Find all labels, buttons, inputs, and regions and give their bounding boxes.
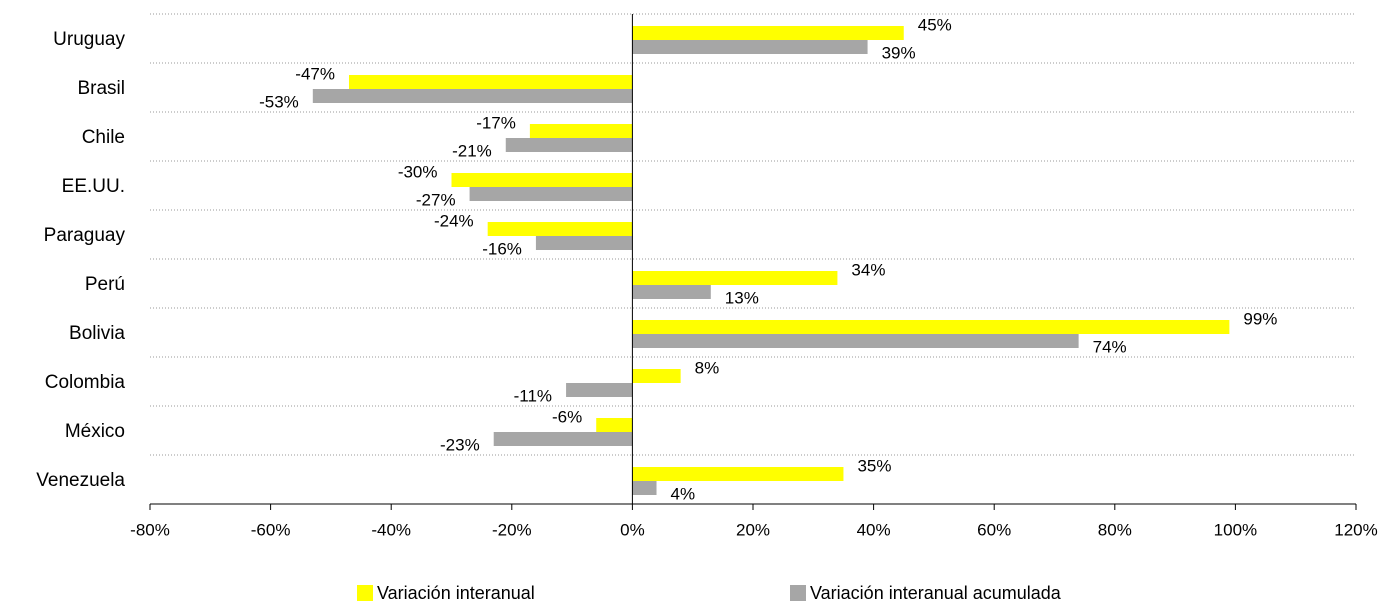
bar: [505, 138, 633, 152]
legend-label: Variación interanual: [377, 583, 535, 603]
data-label: -53%: [259, 92, 299, 111]
category-label: Uruguay: [53, 29, 125, 50]
category-label: Bolivia: [69, 323, 125, 344]
category-label: Chile: [82, 127, 125, 148]
data-label: -16%: [482, 239, 522, 258]
x-tick-label: 0%: [620, 520, 645, 539]
category-label: Colombia: [45, 372, 126, 393]
data-label: 8%: [695, 358, 720, 377]
data-label: -6%: [552, 407, 582, 426]
legend-swatch: [357, 585, 373, 601]
x-tick-label: -20%: [492, 520, 532, 539]
data-label: -47%: [295, 64, 335, 83]
legend-label: Variación interanual acumulada: [810, 583, 1062, 603]
data-label: -30%: [398, 162, 438, 181]
category-label: México: [65, 421, 125, 442]
category-label: Paraguay: [44, 225, 126, 246]
bar: [348, 75, 633, 89]
legend-swatch: [790, 585, 806, 601]
bar: [632, 271, 838, 285]
data-label: 4%: [671, 484, 696, 503]
data-label: -23%: [440, 435, 480, 454]
bar: [529, 124, 633, 138]
data-label: 13%: [725, 288, 759, 307]
bar: [487, 222, 633, 236]
x-tick-label: 80%: [1098, 520, 1132, 539]
data-label: -17%: [476, 113, 516, 132]
x-tick-label: 40%: [857, 520, 891, 539]
bar: [632, 334, 1079, 348]
x-tick-label: -40%: [371, 520, 411, 539]
data-label: 39%: [882, 43, 916, 62]
data-label: 74%: [1093, 337, 1127, 356]
data-label: 99%: [1243, 309, 1277, 328]
bar: [451, 173, 633, 187]
category-label: Venezuela: [36, 470, 125, 491]
data-label: -27%: [416, 190, 456, 209]
bar: [632, 285, 711, 299]
data-label: 45%: [918, 15, 952, 34]
category-label: Perú: [85, 274, 125, 295]
data-label: -21%: [452, 141, 492, 160]
x-tick-label: -80%: [130, 520, 170, 539]
x-tick-label: 20%: [736, 520, 770, 539]
bar: [493, 432, 633, 446]
bar: [469, 187, 633, 201]
bar: [632, 369, 681, 383]
category-label: EE.UU.: [62, 176, 125, 197]
x-tick-label: 60%: [977, 520, 1011, 539]
data-label: -11%: [514, 386, 552, 405]
data-label: 34%: [851, 260, 885, 279]
x-tick-label: -60%: [251, 520, 291, 539]
category-label: Brasil: [77, 78, 125, 99]
x-tick-label: 100%: [1214, 520, 1257, 539]
bar: [632, 481, 657, 495]
x-tick-label: 120%: [1334, 520, 1377, 539]
bar: [596, 418, 633, 432]
data-label: 35%: [857, 456, 891, 475]
bar: [566, 383, 633, 397]
bar: [632, 467, 844, 481]
bar: [535, 236, 633, 250]
data-label: -24%: [434, 211, 474, 230]
bar: [632, 320, 1230, 334]
bar: [632, 26, 904, 40]
bar: [312, 89, 633, 103]
bar: [632, 40, 868, 54]
